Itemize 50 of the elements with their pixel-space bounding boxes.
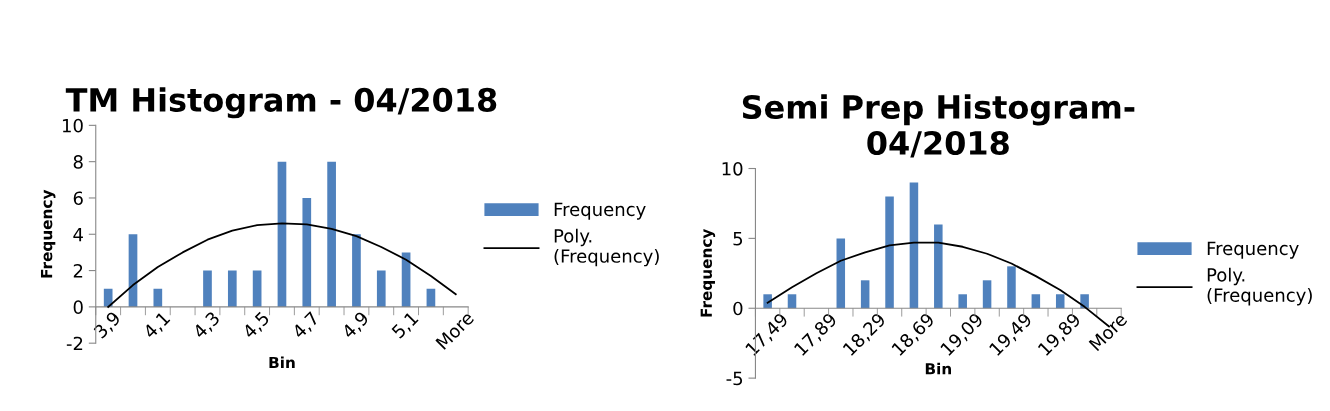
y-tick-label: 10 bbox=[722, 161, 743, 176]
bar bbox=[327, 161, 336, 307]
legend-label: Frequency bbox=[1207, 241, 1299, 259]
legend-label: Poly. (Frequency) bbox=[554, 228, 659, 267]
bar bbox=[277, 161, 287, 307]
bar bbox=[836, 238, 846, 309]
y-tick-label: -2 bbox=[66, 336, 83, 351]
x-tick-label: 3,9 bbox=[93, 310, 123, 341]
x-tick-label: 4,9 bbox=[340, 310, 371, 341]
x-tick-label: 4,1 bbox=[142, 311, 172, 341]
y-tick-label: 2 bbox=[73, 264, 83, 278]
y-axis-title: Frequency bbox=[40, 189, 56, 278]
y-tick-label: 10 bbox=[62, 118, 83, 133]
bar bbox=[376, 270, 386, 307]
legend-label: Frequency bbox=[554, 202, 646, 220]
bar bbox=[203, 270, 212, 307]
x-tick-label: 4,5 bbox=[241, 311, 272, 341]
bar bbox=[787, 294, 797, 309]
legend-label: Poly. (Frequency) bbox=[1207, 267, 1312, 306]
x-tick-label: 5,1 bbox=[391, 311, 421, 341]
bar bbox=[909, 182, 919, 309]
y-axis-title: Frequency bbox=[700, 228, 716, 317]
y-tick-label: 0 bbox=[733, 301, 743, 316]
bar bbox=[1031, 294, 1041, 309]
x-tick-label: 4,7 bbox=[291, 311, 321, 341]
y-tick-label: -5 bbox=[726, 371, 743, 386]
bar bbox=[982, 280, 992, 309]
bar bbox=[227, 270, 237, 307]
bar bbox=[934, 224, 943, 309]
y-tick-label: 5 bbox=[733, 232, 743, 246]
chart-title: Semi Prep Histogram- 04/2018 bbox=[742, 94, 1135, 158]
y-tick-label: 6 bbox=[73, 191, 83, 206]
bar bbox=[958, 294, 967, 309]
bar bbox=[885, 196, 894, 309]
y-tick-label: 4 bbox=[73, 227, 83, 242]
bar bbox=[1055, 294, 1065, 309]
chart-title: TM Histogram - 04/2018 bbox=[65, 87, 497, 119]
bar bbox=[302, 197, 312, 307]
bar bbox=[860, 280, 870, 309]
x-axis-title: Bin bbox=[925, 362, 951, 375]
x-axis-title: Bin bbox=[269, 356, 295, 369]
bar bbox=[1007, 266, 1016, 309]
x-tick-label: 4,3 bbox=[192, 310, 222, 341]
bar bbox=[763, 294, 772, 309]
bar bbox=[352, 234, 361, 307]
bar bbox=[103, 288, 113, 307]
y-tick-label: 0 bbox=[73, 300, 83, 314]
bar bbox=[153, 288, 163, 307]
y-tick-label: 8 bbox=[73, 155, 83, 169]
line-series bbox=[107, 222, 457, 308]
